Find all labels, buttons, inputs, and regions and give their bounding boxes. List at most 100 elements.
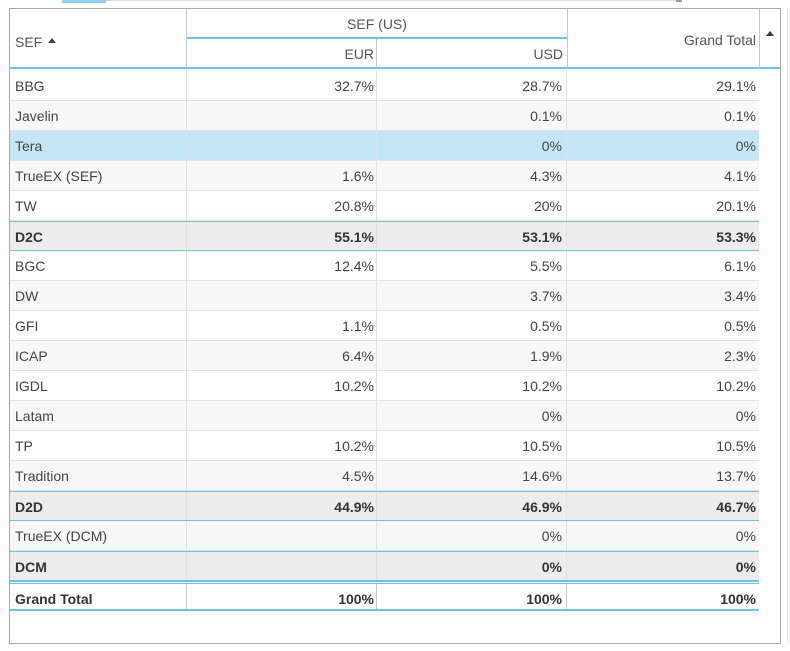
row-label: BGC [10, 251, 187, 280]
column-header-sef[interactable]: SEF [10, 9, 187, 69]
cell-usd: 0% [377, 131, 567, 160]
cell-usd: 20% [377, 191, 567, 220]
right-edge [787, 8, 788, 644]
cell-eur: 10.2% [187, 431, 377, 460]
cell-eur: 1.6% [187, 161, 377, 190]
cell-eur: 44.9% [187, 492, 377, 520]
subtotal-row[interactable]: DCM 0% 0% [10, 551, 759, 581]
cell-usd: 10.5% [377, 431, 567, 460]
table-row[interactable]: Javelin 0.1% 0.1% [10, 101, 759, 131]
table-row[interactable]: GFI 1.1% 0.5% 0.5% [10, 311, 759, 341]
cell-grand-total: 29.1% [716, 78, 756, 94]
table-row[interactable]: Tera 0% 0% [10, 131, 759, 161]
cell-usd: 0% [377, 552, 567, 580]
cell-eur [187, 131, 377, 160]
cell-grand-total: 0% [735, 408, 756, 424]
row-label: Tradition [10, 461, 187, 490]
cell-usd: 0.5% [377, 311, 567, 340]
row-label: TW [10, 191, 187, 220]
cell-grand-total: 0% [735, 138, 756, 154]
cell-eur: 10.2% [187, 371, 377, 400]
top-divider [106, 0, 676, 1]
row-label: GFI [10, 311, 187, 340]
row-label: ICAP [10, 341, 187, 370]
cell-grand-total: 46.7% [716, 499, 756, 515]
column-group-label: SEF (US) [347, 16, 407, 32]
cell-grand-total: 3.4% [724, 288, 756, 304]
cell-grand-total: 0% [735, 528, 756, 544]
cell-usd: 3.7% [377, 281, 567, 310]
column-group-header: SEF (US) [187, 9, 567, 39]
row-label: DW [10, 281, 187, 310]
row-label: TP [10, 431, 187, 460]
sort-ascending-icon[interactable] [48, 38, 57, 43]
row-label: TrueEX (SEF) [10, 161, 187, 190]
cell-grand-total: 6.1% [724, 258, 756, 274]
cell-grand-total: 4.1% [724, 168, 756, 184]
cell-eur [187, 101, 377, 130]
cell-eur [187, 401, 377, 430]
cell-grand-total: 53.3% [716, 229, 756, 245]
cell-grand-total: 0% [735, 559, 756, 575]
table-row[interactable]: Latam 0% 0% [10, 401, 759, 431]
table-row[interactable]: BBG 32.7% 28.7% 29.1% [10, 71, 759, 101]
pivot-header: SEF SEF (US) EUR USD Grand Total [10, 9, 780, 69]
table-row[interactable]: DW 3.7% 3.4% [10, 281, 759, 311]
column-header-eur[interactable]: EUR [187, 39, 377, 69]
cell-eur: 20.8% [187, 191, 377, 220]
row-label: Latam [10, 401, 187, 430]
scrollbar[interactable] [759, 9, 780, 69]
column-header-grand-total[interactable]: Grand Total [567, 9, 759, 69]
cell-eur: 100% [187, 584, 377, 609]
column-header-eur-label: EUR [344, 46, 374, 62]
row-label: Javelin [10, 101, 187, 130]
cell-usd: 0.1% [377, 101, 567, 130]
cell-grand-total: 13.7% [716, 468, 756, 484]
cell-usd: 0% [377, 521, 567, 550]
table-row[interactable]: TrueEX (SEF) 1.6% 4.3% 4.1% [10, 161, 759, 191]
cell-eur: 55.1% [187, 222, 377, 250]
cell-grand-total: 0.1% [724, 108, 756, 124]
grand-total-row[interactable]: Grand Total 100% 100% 100% [10, 581, 759, 611]
cell-grand-total: 10.2% [716, 378, 756, 394]
row-label: DCM [10, 552, 187, 580]
subtotal-row[interactable]: D2C 55.1% 53.1% 53.3% [10, 221, 759, 251]
cell-usd: 53.1% [377, 222, 567, 250]
cell-eur: 32.7% [187, 71, 377, 100]
table-row[interactable]: TW 20.8% 20% 20.1% [10, 191, 759, 221]
table-row[interactable]: TrueEX (DCM) 0% 0% [10, 521, 759, 551]
table-row[interactable]: ICAP 6.4% 1.9% 2.3% [10, 341, 759, 371]
cell-eur [187, 521, 377, 550]
cell-usd: 14.6% [377, 461, 567, 490]
cell-usd: 4.3% [377, 161, 567, 190]
subtotal-row[interactable]: D2D 44.9% 46.9% 46.7% [10, 491, 759, 521]
row-label: D2C [10, 222, 187, 250]
table-row[interactable]: IGDL 10.2% 10.2% 10.2% [10, 371, 759, 401]
top-tab-indicator [62, 0, 106, 3]
cell-eur [187, 281, 377, 310]
row-label: Tera [10, 131, 187, 160]
row-label: IGDL [10, 371, 187, 400]
table-row[interactable]: BGC 12.4% 5.5% 6.1% [10, 251, 759, 281]
row-label: Grand Total [10, 584, 187, 609]
pivot-table: SEF SEF (US) EUR USD Grand Total BBG 32.7… [9, 8, 781, 644]
top-mark [676, 0, 682, 2]
cell-grand-total: 2.3% [724, 348, 756, 364]
column-header-usd[interactable]: USD [377, 39, 567, 69]
column-header-sef-label: SEF [15, 34, 43, 50]
table-row[interactable]: TP 10.2% 10.5% 10.5% [10, 431, 759, 461]
cell-grand-total: 20.1% [716, 198, 756, 214]
cell-eur: 6.4% [187, 341, 377, 370]
cell-usd: 46.9% [377, 492, 567, 520]
cell-usd: 10.2% [377, 371, 567, 400]
cell-usd: 100% [377, 584, 567, 609]
table-row[interactable]: Tradition 4.5% 14.6% 13.7% [10, 461, 759, 491]
cell-eur: 4.5% [187, 461, 377, 490]
cell-eur [187, 552, 377, 580]
pivot-body: BBG 32.7% 28.7% 29.1% Javelin 0.1% 0.1% Tera 0% 0… [10, 71, 759, 611]
scroll-up-icon[interactable] [766, 31, 774, 36]
cell-grand-total: 10.5% [716, 438, 756, 454]
cell-grand-total: 0.5% [724, 318, 756, 334]
column-header-grand-total-label: Grand Total [683, 32, 756, 48]
cell-grand-total: 100% [720, 591, 756, 607]
